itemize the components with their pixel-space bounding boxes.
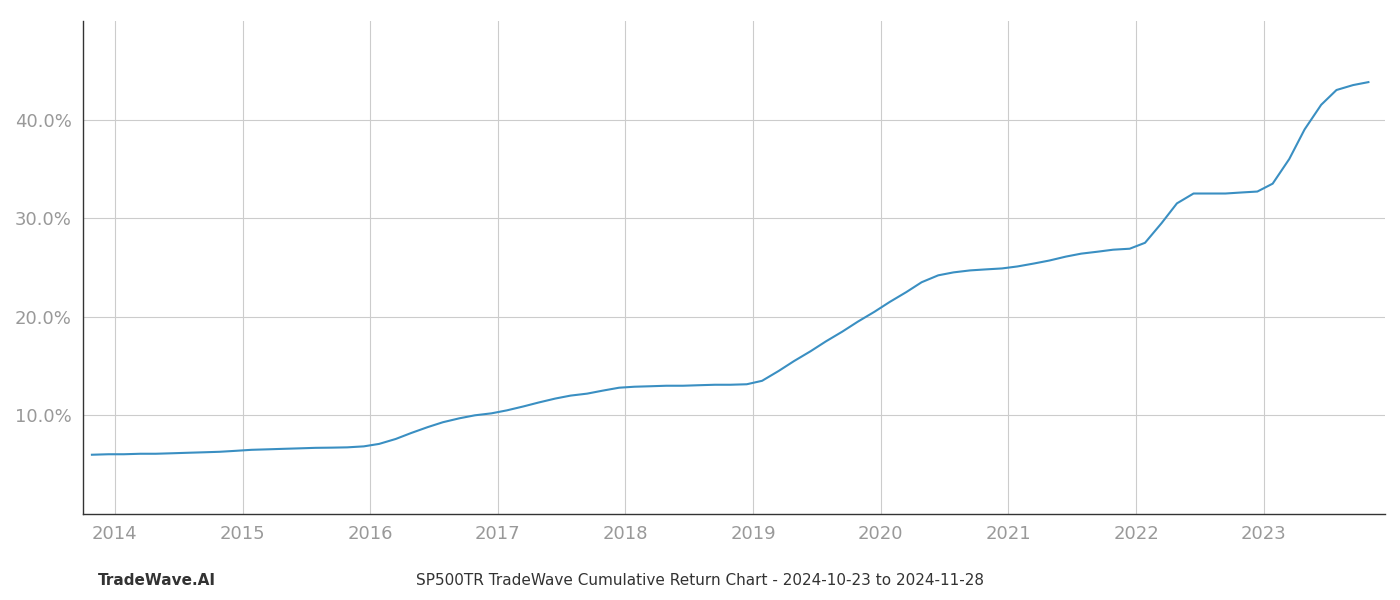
Text: SP500TR TradeWave Cumulative Return Chart - 2024-10-23 to 2024-11-28: SP500TR TradeWave Cumulative Return Char…: [416, 573, 984, 588]
Text: TradeWave.AI: TradeWave.AI: [98, 573, 216, 588]
